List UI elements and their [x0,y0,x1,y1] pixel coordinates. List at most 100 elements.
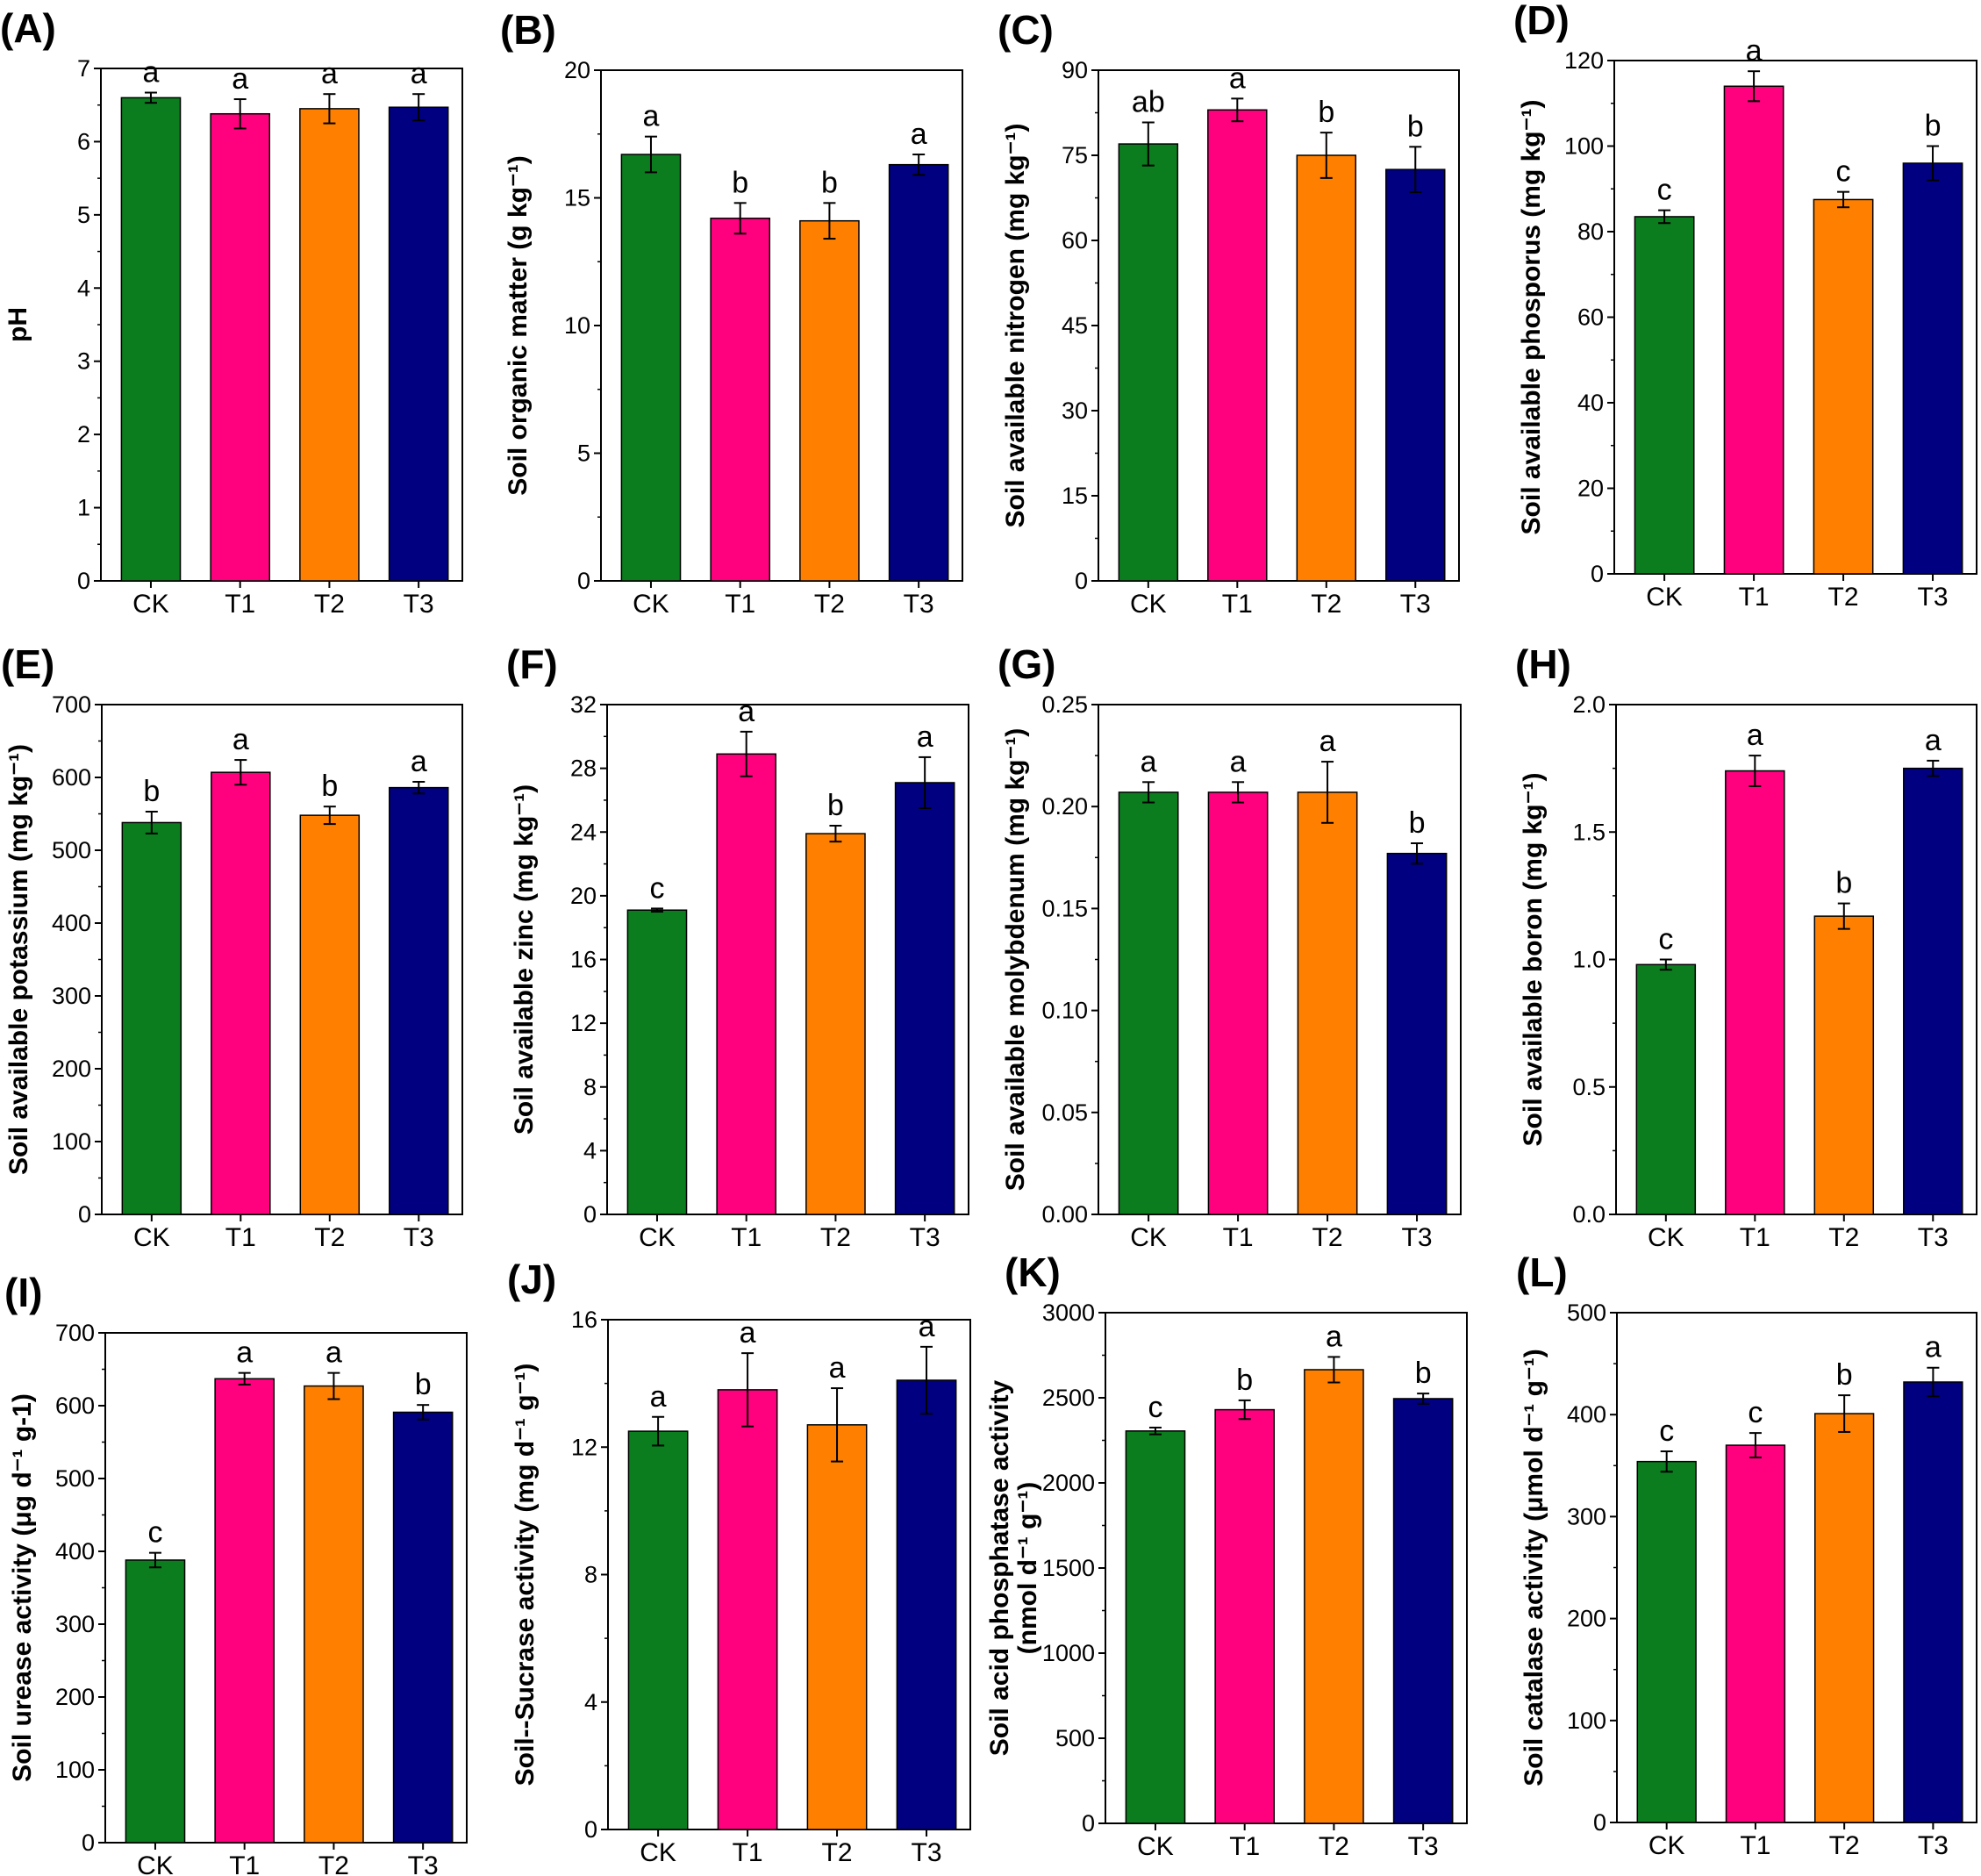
bar-t1 [214,1378,275,1844]
y-tick-label: 600 [55,1393,95,1419]
x-tick-label: CK [1648,1223,1684,1252]
y-tick-label: 2 [77,421,90,448]
x-tick-label: T3 [1400,590,1431,619]
y-tick-label: 1.0 [1572,947,1606,973]
y-tick-label: 400 [55,1538,95,1565]
significance-letter: c [147,1516,162,1550]
y-tick-label: 120 [1564,47,1604,74]
bar-t2 [805,833,866,1215]
x-tick-label: T1 [1739,583,1770,612]
y-tick-label: 32 [570,691,597,718]
y-tick-label: 0 [1082,1810,1095,1837]
y-tick-label: 75 [1062,142,1088,168]
panel-k: (K) 0 500 1000 1500 2000 2500 3000 Soil acid pho… [985,1249,1468,1861]
y-tick-label: 24 [570,819,597,845]
bar-t1 [1723,85,1784,575]
bar-t3 [1392,1398,1454,1824]
x-tick-label: T3 [912,1838,942,1867]
panel-i: (I) 0 100 200 300 400 500 600 700 Soil urease act… [4,1270,468,1876]
y-tick-label: 0 [1593,1809,1606,1836]
y-axis-label: (nmol d⁻¹ g⁻¹) [1013,1482,1042,1655]
y-tick-label: 8 [584,1562,597,1588]
bar-t2 [304,1385,364,1844]
y-axis-label: Soil organic matter (g kg⁻¹) [504,155,533,496]
y-tick-label: 20 [564,57,590,83]
significance-letter: c [1836,155,1851,189]
x-tick-label: T1 [733,1838,763,1867]
y-axis-label: Soil catalase activity (μmol d⁻¹ g⁻¹) [1520,1349,1548,1786]
y-tick-label: 600 [52,764,91,791]
y-axis-label: Soil--Sucrase activity (mg d⁻¹ g⁻¹) [511,1364,540,1786]
y-tick-label: 60 [1577,304,1604,331]
significance-letter: a [143,56,160,90]
y-tick-label: 15 [564,185,590,211]
x-tick-label: T2 [1828,1223,1859,1252]
y-axis-label: Soil available potassium (mg kg⁻¹) [4,744,33,1175]
y-tick-label: 0.05 [1041,1099,1088,1126]
panel-label: (I) [4,1270,42,1315]
x-tick-label: T3 [910,1223,940,1252]
bar-t1 [1214,1408,1276,1824]
x-tick-label: T3 [904,590,934,619]
x-tick-label: T3 [1918,1831,1949,1860]
y-tick-label: 0 [577,568,590,594]
significance-letter: c [1748,1396,1763,1429]
x-tick-label: T2 [1312,1223,1343,1252]
panel-h: (H) 0.0 0.5 1.0 1.5 2.0 Soil available boron (… [1515,641,1977,1252]
significance-letter: b [821,166,838,199]
bar-t2 [1297,791,1358,1215]
y-tick-label: 500 [1567,1300,1606,1326]
panel-label: (E) [1,641,54,687]
y-tick-label: 12 [570,1010,597,1036]
significance-letter: a [917,720,933,754]
bar-t2 [1814,1413,1875,1823]
bar-t3 [1903,767,1963,1215]
bar-t3 [392,1411,454,1844]
y-tick-label: 0.25 [1041,691,1088,718]
panel-j: (J) 0 4 8 12 16 Soil--Sucrase activity (mg d⁻¹… [507,1257,971,1867]
bar-ck [1118,143,1179,582]
y-tick-label: 4 [77,275,90,301]
significance-letter: b [1836,1358,1853,1392]
x-tick-label: CK [1130,590,1167,619]
significance-letter: a [232,62,248,96]
bar-t3 [389,786,449,1215]
x-tick-label: T2 [314,1223,345,1252]
y-tick-label: 2.0 [1572,691,1606,718]
significance-letter: b [1236,1364,1253,1397]
bar-t3 [896,1379,957,1830]
panel-label: (F) [506,641,558,687]
panel-label: (L) [1516,1249,1568,1295]
significance-letter: b [732,166,748,199]
y-tick-label: 6 [77,128,90,154]
y-tick-label: 1 [77,495,90,521]
bar-t2 [1304,1369,1364,1824]
y-tick-label: 40 [1577,390,1604,416]
y-tick-label: 8 [583,1074,597,1100]
x-tick-label: CK [133,1223,170,1252]
x-tick-label: T1 [725,590,755,619]
significance-letter: c [1657,174,1672,207]
y-tick-label: 4 [583,1137,597,1164]
x-tick-label: T2 [318,1851,349,1876]
significance-letter: b [1409,806,1426,840]
y-tick-label: 7 [77,55,90,82]
bar-t1 [1207,791,1269,1215]
bar-t1 [710,218,771,582]
panel-label: (B) [500,7,556,53]
significance-letter: a [1746,34,1763,68]
panel-label: (D) [1513,0,1570,43]
significance-letter: a [411,57,427,90]
y-tick-label: 16 [571,1307,597,1333]
panel-g: (G) 0.00 0.05 0.10 0.15 0.20 0.25 Soil availabl… [998,641,1462,1252]
bar-ck [121,821,182,1215]
significance-letter: b [1415,1357,1432,1390]
x-tick-label: CK [1137,1832,1174,1861]
y-tick-label: 60 [1062,227,1088,254]
y-tick-label: 0.00 [1041,1201,1088,1228]
bar-t3 [894,782,955,1215]
bar-t1 [211,771,271,1215]
bar-ck [1634,216,1695,575]
bar-t2 [1813,198,1874,575]
y-tick-label: 0.0 [1572,1201,1606,1228]
